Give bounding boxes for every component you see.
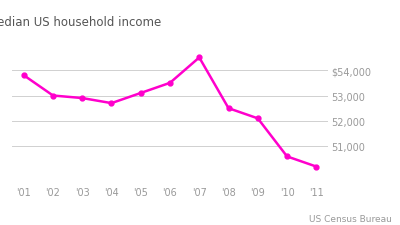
Text: US Census Bureau: US Census Bureau	[309, 214, 392, 223]
Text: Median US household income: Median US household income	[0, 16, 161, 29]
